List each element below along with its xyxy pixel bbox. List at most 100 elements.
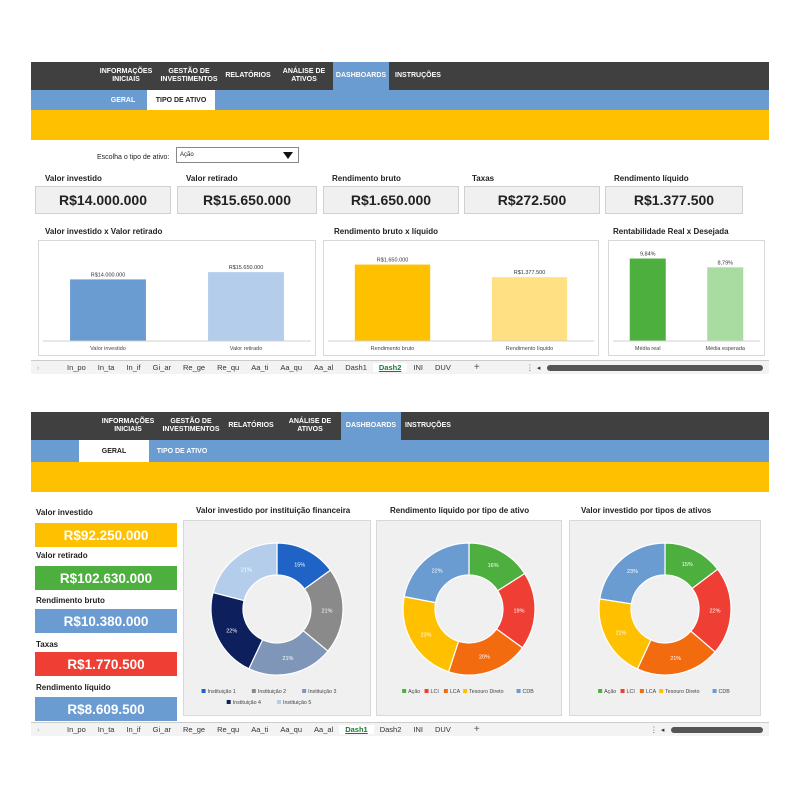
kpi-value-valor-investido: R$14.000.000 bbox=[35, 186, 171, 214]
header-band bbox=[31, 110, 769, 140]
legend-swatch-lca bbox=[443, 689, 448, 693]
sheet-tab-ini[interactable]: INI bbox=[413, 363, 423, 372]
subtab-tipo-de-ativo[interactable]: TIPO DE ATIVO bbox=[147, 90, 215, 110]
legend-label-instituicao-2: Instituição 2 bbox=[258, 689, 286, 695]
sheet-tab-re-qu[interactable]: Re_qu bbox=[217, 363, 240, 372]
sheet-tab-re-qu[interactable]: Re_qu bbox=[217, 725, 240, 734]
legend-label-tesouro-direto: Tesouro Direto bbox=[469, 689, 503, 695]
slice-label-tesouro-direto: 23% bbox=[420, 632, 431, 638]
tab-scroll-icon[interactable]: › bbox=[37, 725, 40, 734]
scroll-left-icon[interactable]: ◂ bbox=[660, 726, 665, 734]
donut-chart-svg: 15% 21% 21% 22% 21% Instituição 1 Instituição … bbox=[201, 542, 344, 706]
sheet-tab-in-if[interactable]: In_if bbox=[126, 363, 141, 372]
nav-relatorios[interactable]: RELATÓRIOS bbox=[228, 421, 274, 429]
legend-label-cdb: CDB bbox=[523, 689, 535, 695]
nav-gestao-investimentos[interactable]: GESTÃO DE INVESTIMENTOS bbox=[162, 417, 220, 433]
sheet-tab-dash1[interactable]: Dash1 bbox=[339, 725, 374, 734]
sheet-tab-aa-al[interactable]: Aa_al bbox=[314, 725, 334, 734]
kpi-title-taxas: Taxas bbox=[472, 174, 495, 183]
add-sheet-icon[interactable]: + bbox=[473, 724, 480, 735]
sheet-tab-duv[interactable]: DUV bbox=[435, 725, 451, 734]
sheet-tab-aa-ti[interactable]: Aa_ti bbox=[251, 725, 269, 734]
legend-swatch-tesouro-direto bbox=[659, 689, 664, 693]
sheet-tab-aa-qu[interactable]: Aa_qu bbox=[280, 725, 303, 734]
subtab-geral[interactable]: GERAL bbox=[79, 440, 149, 462]
sheet-tab-aa-al[interactable]: Aa_al bbox=[314, 363, 334, 372]
legend-swatch-lci bbox=[620, 689, 625, 693]
nav-dashboards[interactable]: DASHBOARDS bbox=[333, 62, 389, 90]
nav-informacoes-iniciais[interactable]: INFORMAÇÕES INICIAIS bbox=[99, 67, 153, 83]
horizontal-scrollbar[interactable] bbox=[670, 726, 763, 733]
nav-analise-ativos[interactable]: ANÁLISE DE ATIVOS bbox=[288, 417, 332, 433]
legend-label-acao: Ação bbox=[604, 689, 616, 695]
dashboard-geral: INFORMAÇÕES INICIAIS GESTÃO DE INVESTIME… bbox=[31, 412, 769, 740]
sheet-tab-in-ta[interactable]: In_ta bbox=[97, 363, 115, 372]
asset-type-select[interactable]: Ação bbox=[176, 147, 299, 163]
nav-gestao-investimentos[interactable]: GESTÃO DE INVESTIMENTOS bbox=[160, 67, 218, 83]
data-label-media-real: 9,84% bbox=[640, 252, 656, 258]
sheet-tab-in-if[interactable]: In_if bbox=[126, 725, 141, 734]
kpi-value-rendimento-bruto: R$1.650.000 bbox=[323, 186, 459, 214]
sheet-tab-bar: › In_po In_ta In_if Gi_ar Re_ge Re_qu Aa_ti Aa_q… bbox=[31, 722, 769, 736]
kpi-title-rendimento-bruto: Rendimento bruto bbox=[332, 174, 401, 183]
data-label-media-esperada: 8,79% bbox=[717, 260, 733, 266]
nav-analise-ativos[interactable]: ANÁLISE DE ATIVOS bbox=[282, 67, 326, 83]
subtab-geral[interactable]: GERAL bbox=[110, 96, 136, 104]
bar-rendimento-liquido bbox=[491, 277, 568, 341]
nav-instrucoes[interactable]: INSTRUÇÕES bbox=[395, 71, 441, 79]
legend-label-tesouro-direto: Tesouro Direto bbox=[665, 689, 699, 695]
legend-swatch-lci bbox=[424, 689, 429, 693]
sheet-tab-in-ta[interactable]: In_ta bbox=[97, 725, 115, 734]
sheet-tab-dash2[interactable]: Dash2 bbox=[379, 725, 402, 734]
legend-label-lca: LCA bbox=[646, 689, 657, 695]
legend-swatch-lca bbox=[639, 689, 644, 693]
more-options-icon[interactable]: ⋮ bbox=[526, 363, 534, 372]
sheet-tab-gi-ar[interactable]: Gi_ar bbox=[152, 363, 171, 372]
sub-nav: GERAL TIPO DE ATIVO bbox=[31, 440, 769, 462]
bar-media-esperada bbox=[707, 267, 744, 341]
sheet-tab-aa-ti[interactable]: Aa_ti bbox=[251, 363, 269, 372]
slice-label-acao: 15% bbox=[682, 562, 693, 568]
horizontal-scrollbar[interactable] bbox=[546, 364, 763, 371]
sheet-tab-dash1[interactable]: Dash1 bbox=[345, 363, 367, 372]
legend-label-instituicao-4: Instituição 4 bbox=[233, 700, 261, 706]
nav-relatorios[interactable]: RELATÓRIOS bbox=[225, 71, 271, 79]
sheet-tab-in-po[interactable]: In_po bbox=[67, 725, 86, 734]
legend-swatch-instituicao-4 bbox=[226, 700, 231, 704]
nav-informacoes-iniciais[interactable]: INFORMAÇÕES INICIAIS bbox=[101, 417, 155, 433]
slice-label-lca: 21% bbox=[670, 656, 681, 662]
dropdown-arrow-icon[interactable] bbox=[278, 148, 298, 162]
sheet-tab-re-ge[interactable]: Re_ge bbox=[183, 363, 206, 372]
nav-dashboards[interactable]: DASHBOARDS bbox=[341, 412, 401, 440]
category-label-rendimento-liquido: Rendimento líquido bbox=[506, 346, 553, 352]
kpi-title-rendimento-bruto: Rendimento bruto bbox=[36, 596, 105, 605]
sheet-tab-gi-ar[interactable]: Gi_ar bbox=[152, 725, 171, 734]
slice-cdb bbox=[403, 542, 470, 604]
data-label-valor-retirado: R$15.650.000 bbox=[229, 265, 264, 271]
bar-chart-svg: R$1.650.000 Rendimento bruto R$1.377.500 Re… bbox=[328, 258, 594, 352]
kpi-value-rendimento-liquido: R$8.609.500 bbox=[35, 697, 177, 721]
legend-swatch-acao bbox=[402, 689, 407, 693]
nav-spacer bbox=[31, 412, 97, 440]
header-band bbox=[31, 462, 769, 492]
slice-label-lca: 20% bbox=[479, 655, 490, 661]
sheet-tab-re-ge[interactable]: Re_ge bbox=[183, 725, 206, 734]
sheet-tab-in-po[interactable]: In_po bbox=[67, 363, 86, 372]
sheet-tab-ini[interactable]: INI bbox=[413, 725, 423, 734]
sheet-tab-duv[interactable]: DUV bbox=[435, 363, 451, 372]
scroll-left-icon[interactable]: ◂ bbox=[536, 364, 541, 372]
tab-scroll-icon[interactable]: › bbox=[37, 363, 40, 372]
sheet-tab-aa-qu[interactable]: Aa_qu bbox=[280, 363, 303, 372]
add-sheet-icon[interactable]: + bbox=[473, 362, 480, 373]
slice-label-instituicao-3: 21% bbox=[282, 656, 293, 662]
legend-label-instituicao-5: Instituição 5 bbox=[283, 700, 311, 706]
sheet-tab-dash2[interactable]: Dash2 bbox=[372, 363, 408, 372]
subtab-tipo-de-ativo[interactable]: TIPO DE ATIVO bbox=[156, 447, 208, 455]
kpi-title-rendimento-liquido: Rendimento líquido bbox=[36, 683, 111, 692]
legend-label-lca: LCA bbox=[450, 689, 461, 695]
donut-chart-instituicao: 15% 21% 21% 22% 21% Instituição 1 Instituição … bbox=[183, 520, 371, 716]
chart-title-investido-retirado: Valor investido x Valor retirado bbox=[45, 227, 163, 236]
legend-swatch-cdb bbox=[712, 689, 717, 693]
more-options-icon[interactable]: ⋮ bbox=[650, 725, 658, 734]
nav-instrucoes[interactable]: INSTRUÇÕES bbox=[405, 421, 451, 429]
